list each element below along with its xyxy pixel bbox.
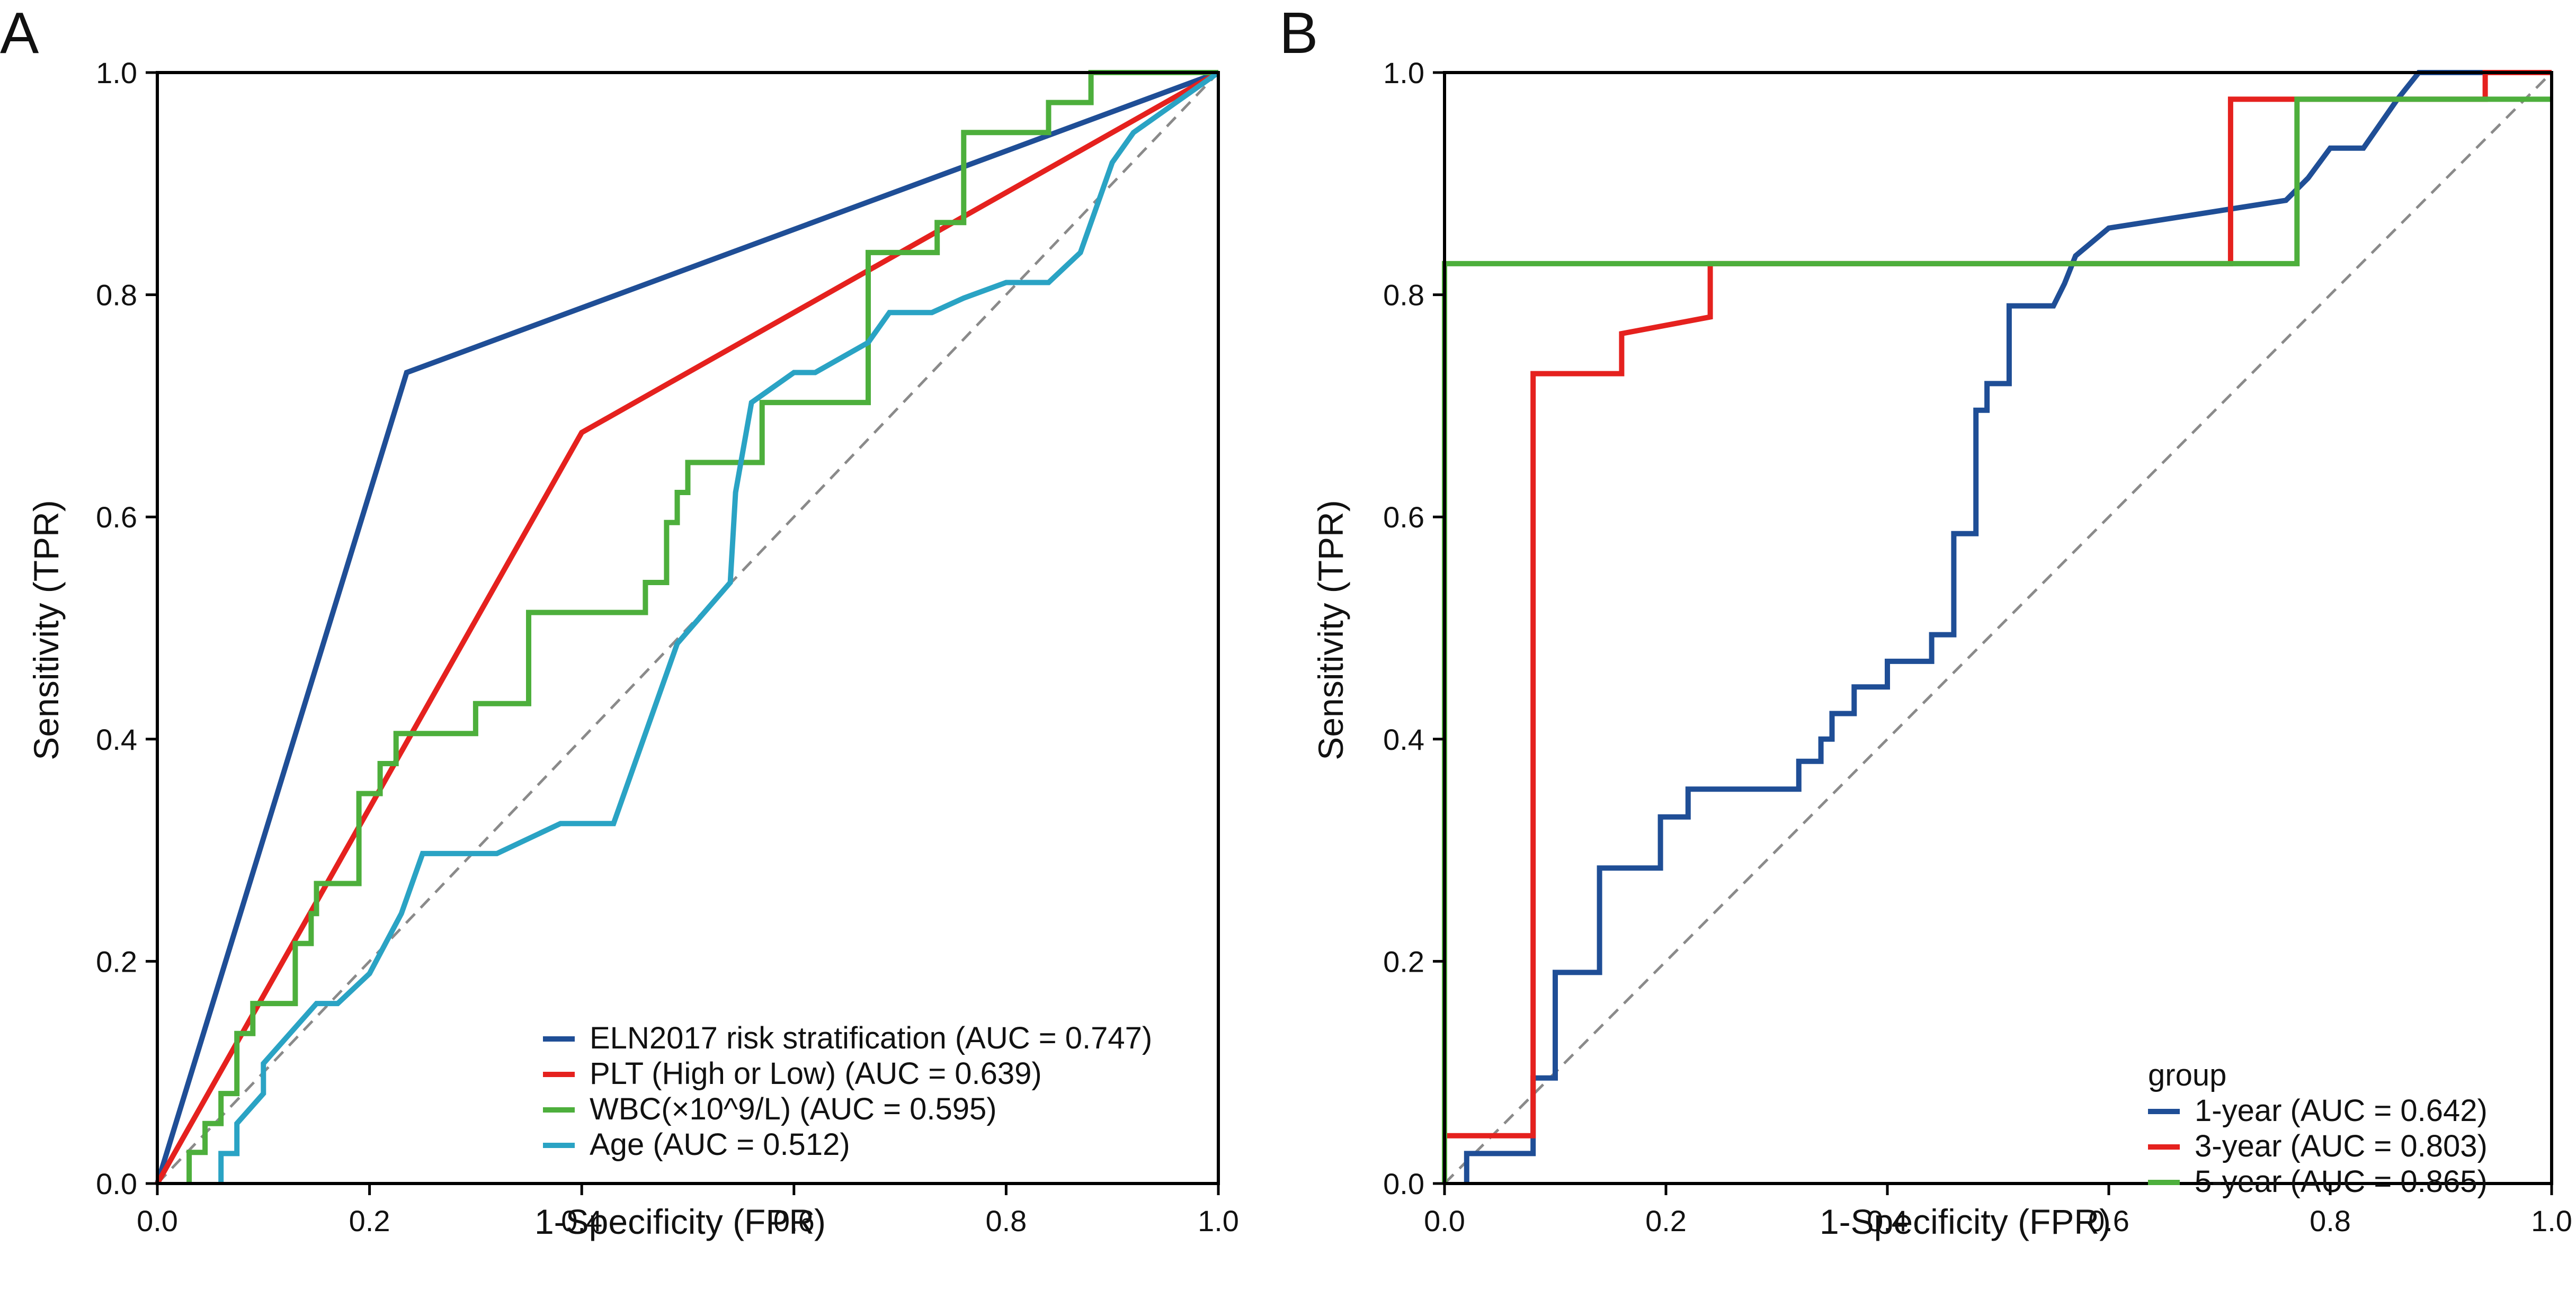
- panel-b-legend-label-2: 3-year (AUC = 0.803): [2195, 1129, 2488, 1163]
- panel-a-plot-area: 0.0 0.2 0.4 0.6 0.8 1.0 0.0 0.2 0.4 0.6 0.8 1.0 ELN2…: [96, 56, 1239, 1238]
- panel-a-y-tick-label: 0.8: [96, 279, 137, 312]
- panel-letter-b: B: [1279, 1, 1318, 66]
- panel-a-x-tick-label: 0.4: [561, 1204, 602, 1238]
- panel-b-x-tick-label: 1.0: [2531, 1204, 2572, 1238]
- panel-b-reference-diagonal: [1443, 71, 2553, 1185]
- panel-b-plot-area: 0.0 0.2 0.4 0.6 0.8 1.0 0.0 0.2 0.4 0.6 0.8 1.0 grou…: [1383, 56, 2572, 1238]
- panel-a-roc-curve-2: [155, 70, 1220, 1185]
- panel-a-y-tick-label: 0.6: [96, 500, 137, 534]
- panel-b-y-tick-label: 0.8: [1383, 279, 1424, 312]
- panel-b-legend-title: group: [2148, 1058, 2226, 1092]
- panel-a-roc-curve-4: [218, 70, 1220, 1184]
- panel-a-x-tick-label: 0.2: [349, 1204, 390, 1238]
- panel-b-legend-label-1: 1-year (AUC = 0.642): [2195, 1093, 2488, 1128]
- panel-a-legend: ELN2017 risk stratification (AUC = 0.747…: [543, 1021, 1152, 1162]
- panel-b-x-axis-title: 1-Specificity (FPR): [1820, 1202, 2111, 1241]
- panel-a-roc-curve-1: [155, 70, 1219, 1185]
- panel-a-y-tick-label: 1.0: [96, 56, 137, 89]
- panel-b-x-tick-label: 0.2: [1645, 1204, 1687, 1238]
- panel-b-roc-curve-1: [1464, 70, 2552, 1184]
- panel-b-y-tick-label: 0.6: [1383, 500, 1424, 534]
- roc-panel-a: A 0.0 0.2 0.4 0.6 0.8 1.0 0.0 0.2 0.4 0.6 0.8 1.0 EL…: [0, 1, 1239, 1241]
- panel-b-legend-label-3: 5-year (AUC = 0.865): [2195, 1164, 2488, 1199]
- panel-a-legend-label-3: WBC(×10^9/L) (AUC = 0.595): [590, 1092, 997, 1126]
- panel-a-y-tick-label: 0.2: [96, 945, 137, 978]
- panel-a-legend-label-2: PLT (High or Low) (AUC = 0.639): [590, 1056, 1042, 1091]
- panel-b-axes-frame: [1443, 71, 2553, 1185]
- panel-a-roc-curve-3: [186, 70, 1218, 1184]
- panel-a-x-tick-label: 0.6: [773, 1204, 815, 1238]
- panel-b-y-tick-label: 1.0: [1383, 56, 1424, 89]
- panel-a-legend-label-4: Age (AUC = 0.512): [590, 1127, 850, 1162]
- panel-a-y-tick-label: 0.4: [96, 723, 137, 756]
- panel-a-y-axis-title: Sensitivity (TPR): [26, 500, 66, 760]
- panel-a-x-tick-label: 0.8: [985, 1204, 1027, 1238]
- panel-b-y-tick-label: 0.0: [1383, 1167, 1424, 1200]
- panel-a-y-tick-label: 0.0: [96, 1167, 137, 1200]
- panel-b-x-tick-label: 0.6: [2088, 1204, 2129, 1238]
- panel-b-roc-curve-3: [1442, 96, 2552, 1184]
- panel-b-y-axis-title: Sensitivity (TPR): [1311, 500, 1350, 760]
- panel-letter-a: A: [0, 1, 39, 66]
- panel-a-x-axis-title: 1-Specificity (FPR): [534, 1202, 826, 1241]
- panel-b-y-tick-label: 0.4: [1383, 723, 1424, 756]
- panel-a-x-tick-label: 1.0: [1198, 1204, 1239, 1238]
- panel-a-legend-label-1: ELN2017 risk stratification (AUC = 0.747…: [590, 1021, 1152, 1055]
- panel-b-x-tick-label: 0.0: [1424, 1204, 1465, 1238]
- panel-b-x-tick-label: 0.4: [1867, 1204, 1908, 1238]
- panel-b-y-tick-label: 0.2: [1383, 945, 1424, 978]
- roc-panel-b: B 0.0 0.2 0.4 0.6 0.8 1.0 0.0 0.2 0.4 0.6 0.8 1.0 gr…: [1279, 1, 2572, 1241]
- panel-b-x-tick-label: 0.8: [2310, 1204, 2351, 1238]
- panel-a-x-tick-label: 0.0: [137, 1204, 178, 1238]
- panel-a-axes-frame: [156, 71, 1220, 1185]
